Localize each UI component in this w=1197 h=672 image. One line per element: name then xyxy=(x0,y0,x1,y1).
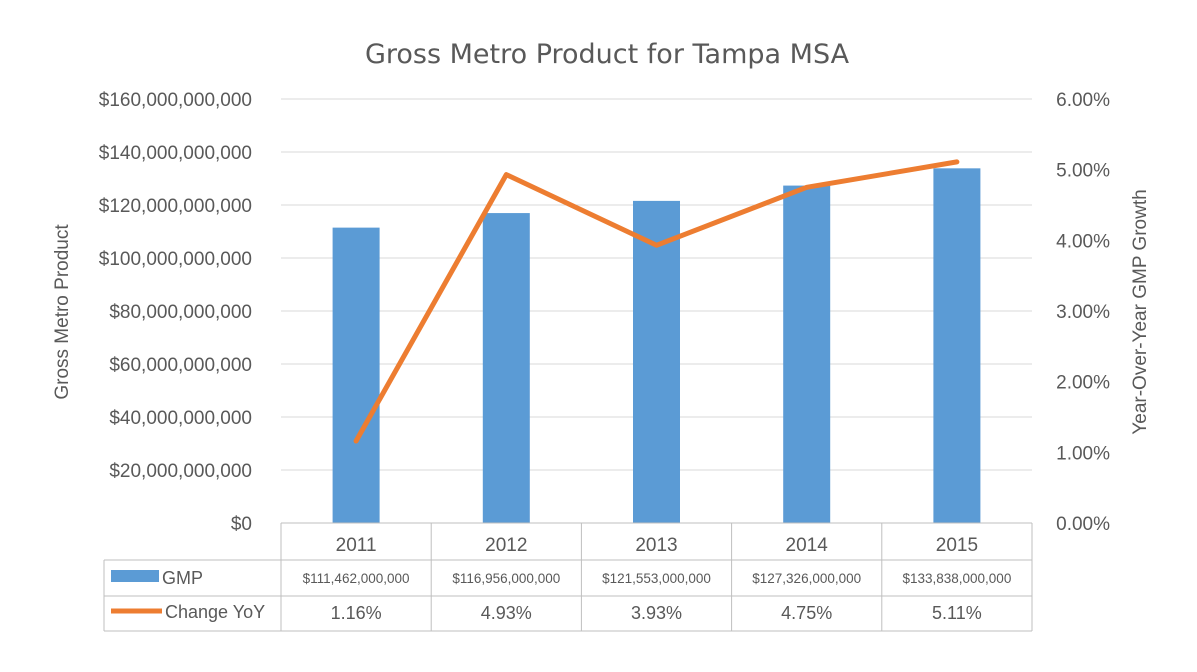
y-axis-title: Gross Metro Product xyxy=(52,224,73,400)
category-label: 2015 xyxy=(936,535,978,556)
y-tick-label: $0 xyxy=(231,514,252,535)
series-line xyxy=(353,159,960,444)
table-cell-change-yoy: 4.75% xyxy=(781,603,832,623)
table-cell-gmp: $127,326,000,000 xyxy=(752,571,861,586)
category-label: 2014 xyxy=(786,535,829,556)
table-cell-gmp: $133,838,000,000 xyxy=(902,571,1011,586)
y-tick-label: $140,000,000,000 xyxy=(99,143,252,164)
y-tick-label: $60,000,000,000 xyxy=(109,355,252,376)
legend-label-change-yoy: Change YoY xyxy=(165,602,265,622)
y2-axis-title: Year-Over-Year GMP Growth xyxy=(1130,189,1151,434)
y-tick-label: $20,000,000,000 xyxy=(109,461,252,482)
legend-key-gmp xyxy=(111,570,159,582)
chart-title: Gross Metro Product for Tampa MSA xyxy=(365,39,850,70)
table-cell-change-yoy: 1.16% xyxy=(331,603,382,623)
legend-label-gmp: GMP xyxy=(162,568,203,588)
bar xyxy=(482,213,530,524)
line-series-change-yoy xyxy=(353,159,960,444)
y2-tick-label: 6.00% xyxy=(1056,90,1110,111)
y2-tick-label: 1.00% xyxy=(1056,443,1110,464)
y-tick-label: $100,000,000,000 xyxy=(99,249,252,270)
y2-axis-ticks: 0.00% 1.00% 2.00% 3.00% 4.00% 5.00% 6.00% xyxy=(1056,90,1110,535)
y-tick-label: $120,000,000,000 xyxy=(99,196,252,217)
table-cell-gmp: $116,956,000,000 xyxy=(452,571,560,586)
category-label: 2012 xyxy=(485,535,527,556)
y2-tick-label: 2.00% xyxy=(1056,373,1110,394)
bar xyxy=(933,168,981,524)
bar xyxy=(633,200,680,523)
data-table: 2011 2012 2013 2014 2015 GMP $111,462,000,000 $… xyxy=(103,522,1033,632)
table-cell-gmp: $111,462,000,000 xyxy=(303,571,410,586)
y2-tick-label: 0.00% xyxy=(1056,514,1110,535)
y-tick-label: $40,000,000,000 xyxy=(109,408,252,429)
table-cell-gmp: $121,553,000,000 xyxy=(602,571,711,586)
bar-series-gmp xyxy=(332,168,981,524)
category-label: 2013 xyxy=(635,535,677,556)
y-tick-label: $80,000,000,000 xyxy=(109,302,252,323)
bar xyxy=(332,227,380,523)
table-cell-change-yoy: 5.11% xyxy=(932,603,982,623)
y2-tick-label: 3.00% xyxy=(1056,302,1110,323)
table-cell-change-yoy: 4.93% xyxy=(481,603,532,623)
y2-tick-label: 4.00% xyxy=(1056,231,1110,252)
y-axis-ticks: $0 $20,000,000,000 $40,000,000,000 $60,000,… xyxy=(99,90,252,535)
y2-tick-label: 5.00% xyxy=(1056,161,1110,182)
category-label: 2011 xyxy=(336,535,377,556)
y-tick-label: $160,000,000,000 xyxy=(99,90,252,111)
table-cell-change-yoy: 3.93% xyxy=(631,603,682,623)
bar xyxy=(783,185,831,523)
